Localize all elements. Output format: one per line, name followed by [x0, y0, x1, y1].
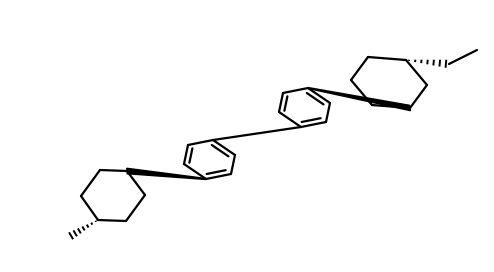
Polygon shape [127, 168, 206, 180]
Polygon shape [308, 88, 411, 111]
